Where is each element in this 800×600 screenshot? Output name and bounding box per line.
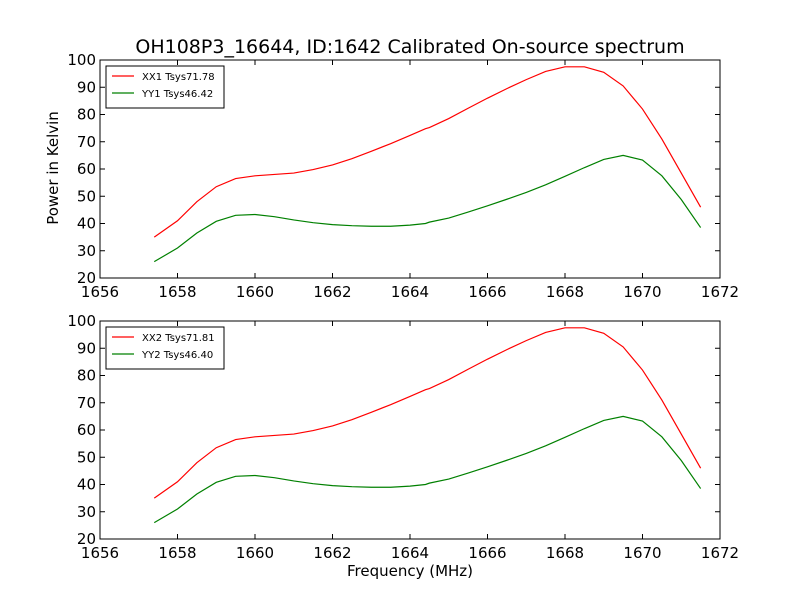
y-tick-label-2-6: 80 (77, 367, 96, 385)
y-tick-label-1-1: 30 (77, 242, 96, 260)
legend-box-1 (105, 65, 225, 109)
y-tick-label-1-4: 60 (77, 160, 96, 178)
x-tick-label-2-5: 1666 (468, 544, 506, 562)
legend-label-2-2: YY2 Tsys46.40 (141, 350, 213, 361)
y-tick-label-1-0: 20 (77, 269, 96, 287)
x-tick-label-2-6: 1668 (546, 544, 584, 562)
y-tick-label-2-5: 70 (77, 394, 96, 412)
x-tick-label-2-0: 1656 (81, 544, 119, 562)
x-tick-label-1-0: 1656 (81, 283, 119, 301)
y-tick-label-2-8: 100 (67, 312, 96, 330)
panels: 1656 1658 1660 1662 1664 1666 1668 1670 1672 20 30… (67, 51, 739, 562)
x-axis-label: Frequency (MHz) (347, 562, 473, 580)
y-tick-label-2-0: 20 (77, 530, 96, 548)
x-tick-label-1-2: 1660 (236, 283, 274, 301)
x-tick-label-2-3: 1662 (313, 544, 351, 562)
y-tick-label-1-7: 90 (77, 78, 96, 96)
x-tick-label-1-4: 1664 (391, 283, 429, 301)
panel-2: 1656 1658 1660 1662 1664 1666 1668 1670 1672 20 30… (67, 312, 739, 562)
x-tick-label-1-8: 1672 (701, 283, 739, 301)
y-tick-label-1-2: 40 (77, 215, 96, 233)
legend-label-2-1: XX2 Tsys71.81 (142, 333, 215, 344)
y-tick-label-2-3: 50 (77, 448, 96, 466)
y-tick-label-1-5: 70 (77, 133, 96, 151)
series-line-2-2 (153, 415, 702, 524)
y-tick-label-2-4: 60 (77, 421, 96, 439)
legend-box-2 (105, 326, 225, 370)
y-tick-label-2-7: 90 (77, 339, 96, 357)
x-tick-label-1-7: 1670 (623, 283, 661, 301)
x-tick-label-2-8: 1672 (701, 544, 739, 562)
series-line-1-2 (153, 154, 702, 263)
x-tick-label-1-5: 1666 (468, 283, 506, 301)
legend-1: XX1 Tsys71.78 YY1 Tsys46.42 (105, 65, 225, 109)
series-line-1-1 (153, 66, 702, 238)
y-tick-label-1-6: 80 (77, 106, 96, 124)
x-tick-label-2-1: 1658 (158, 544, 196, 562)
x-tick-label-1-3: 1662 (313, 283, 351, 301)
legend-label-1-2: YY1 Tsys46.42 (141, 89, 213, 100)
y-tick-label-1-8: 100 (67, 51, 96, 69)
chart-title: OH108P3_16644, ID:1642 Calibrated On-sou… (135, 36, 684, 58)
y-axis-label: Power in Kelvin (44, 111, 62, 225)
series-line-2-1 (153, 327, 702, 499)
x-tick-label-2-4: 1664 (391, 544, 429, 562)
x-tick-label-2-7: 1670 (623, 544, 661, 562)
x-tick-label-1-1: 1658 (158, 283, 196, 301)
legend-label-1-1: XX1 Tsys71.78 (142, 72, 215, 83)
x-tick-label-2-2: 1660 (236, 544, 274, 562)
legend-2: XX2 Tsys71.81 YY2 Tsys46.40 (105, 326, 225, 370)
y-tick-label-1-3: 50 (77, 187, 96, 205)
y-tick-label-2-2: 40 (77, 476, 96, 494)
x-tick-label-1-6: 1668 (546, 283, 584, 301)
panel-1: 1656 1658 1660 1662 1664 1666 1668 1670 1672 20 30… (67, 51, 739, 301)
y-tick-label-2-1: 30 (77, 503, 96, 521)
